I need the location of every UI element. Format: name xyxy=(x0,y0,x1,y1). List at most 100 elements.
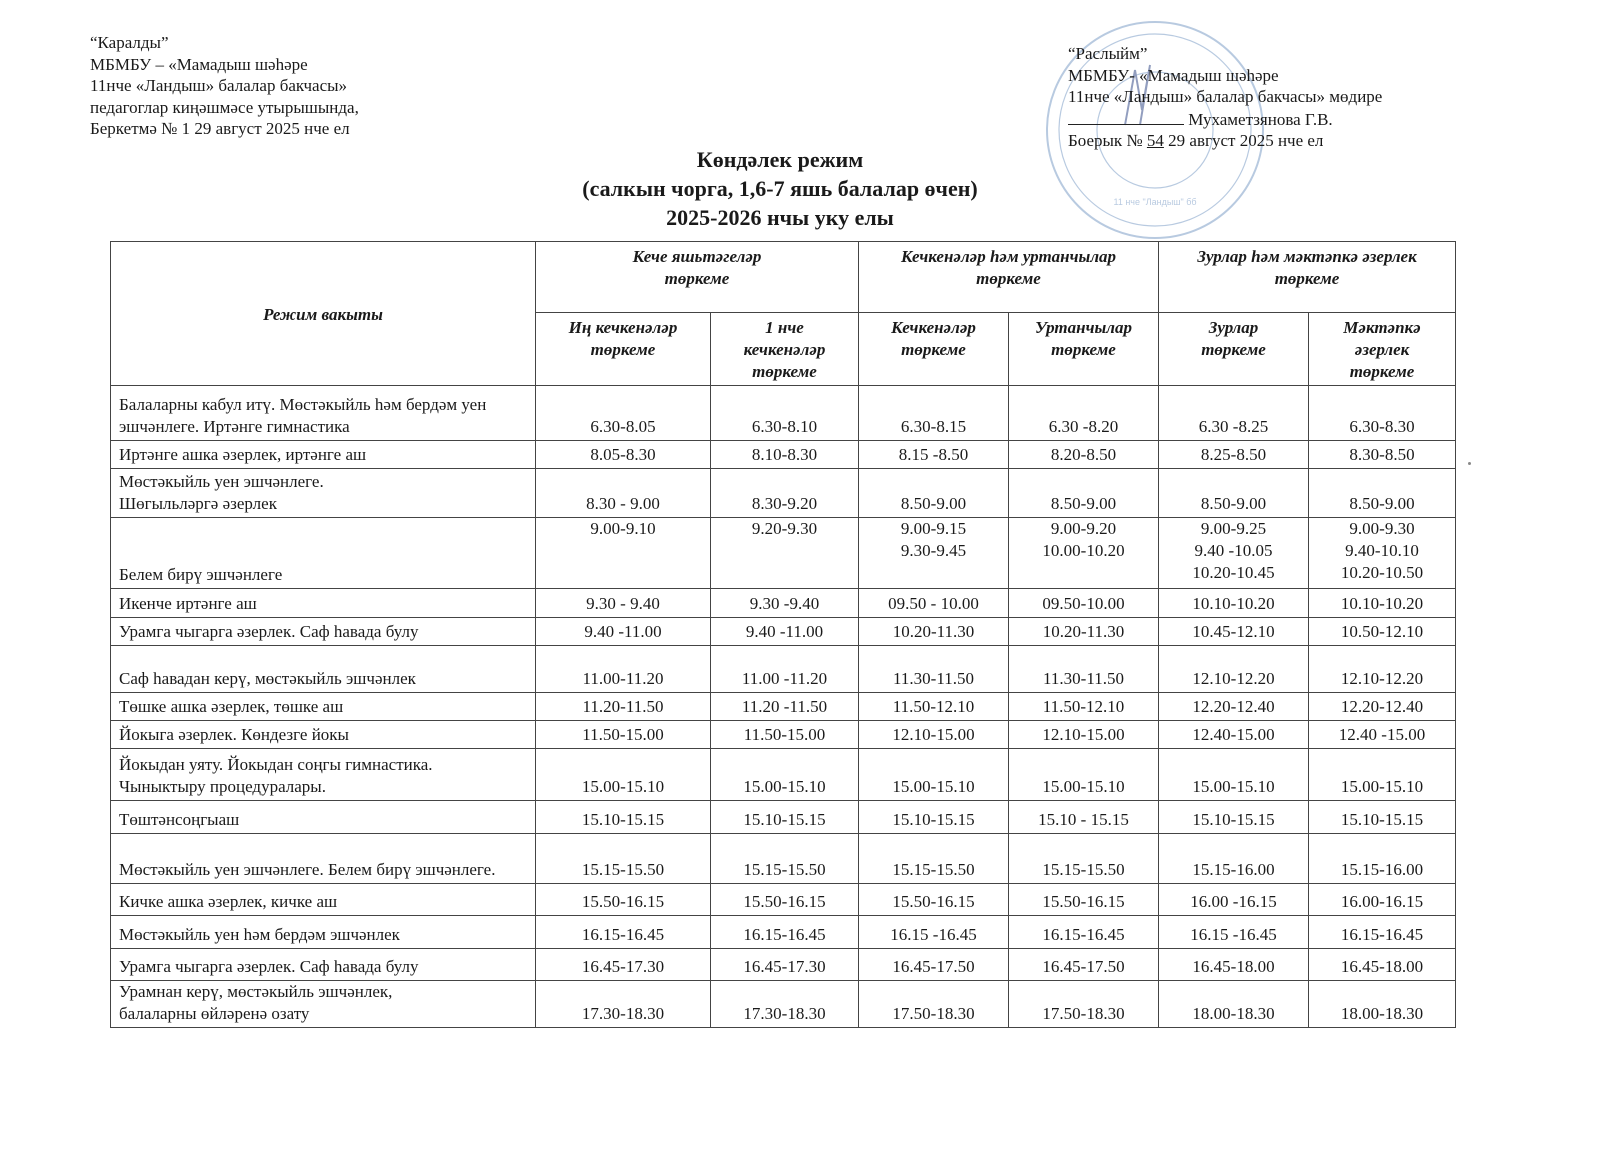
time-cell: 16.45-17.30 xyxy=(710,948,859,981)
time-cell: 15.10-15.15 xyxy=(710,800,859,834)
schedule-row: Иртәнге ашка әзерлек, иртәнге аш 8.05-8.3… xyxy=(110,440,1457,469)
time-cell: 9.00-9.15 9.30-9.45 xyxy=(858,517,1009,589)
time-cell: 15.50-16.15 xyxy=(1007,883,1160,916)
activity-cell: Белем бирү эшчәнлеге xyxy=(110,517,536,589)
time-cell: 15.00-15.10 xyxy=(1158,748,1310,801)
time-cell: 9.40 -11.00 xyxy=(710,617,859,646)
group-header: Кече яшьтәгеләр төркеме xyxy=(535,241,859,313)
time-cell: 8.30-9.20 xyxy=(710,468,859,518)
schedule-row: Мөстәкыйль уен һәм бердәм эшчәнлек 16.15-… xyxy=(110,915,1457,949)
schedule-row: Икенче иртәнге аш 9.30 - 9.40 9.30 -9.40 09… xyxy=(110,588,1457,618)
time-cell: 16.00-16.15 xyxy=(1308,883,1457,916)
order-line: Боерык № 54 29 август 2025 нче ел xyxy=(1068,130,1382,152)
order-prefix: Боерык № xyxy=(1068,131,1143,150)
time-cell: 9.00-9.20 10.00-10.20 xyxy=(1007,517,1160,589)
time-cell: 16.15-16.45 xyxy=(1007,915,1160,949)
subgroup-header: Мәктәпкә әзерлек төркеме xyxy=(1308,312,1457,386)
approval-line: “Каралды” xyxy=(90,33,169,52)
time-cell: 16.15 -16.45 xyxy=(1158,915,1310,949)
approval-line: 11нче «Ландыш» балалар бакчасы» мөдире xyxy=(1068,87,1383,106)
time-cell: 15.10 - 15.15 xyxy=(1007,800,1160,834)
time-cell: 12.40-15.00 xyxy=(1158,720,1310,749)
signer-name: Мухаметзянова Г.В. xyxy=(1188,109,1333,129)
subtitle-line: (салкын чорга, 1,6-7 яшь балалар өчен) xyxy=(582,176,978,201)
activity-cell: Йокыдан уяту. Йокыдан соңгы гимнастика. … xyxy=(110,748,536,801)
time-cell: 17.50-18.30 xyxy=(1007,980,1160,1028)
approval-approved-block: “Раслыйм” МБМБУ- «Мамадыш шәһәре 11нче «… xyxy=(1068,43,1382,152)
time-cell: 6.30 -8.25 xyxy=(1158,385,1310,441)
time-cell: 09.50 - 10.00 xyxy=(858,588,1009,618)
time-cell: 12.20-12.40 xyxy=(1158,692,1310,721)
time-cell: 8.30 - 9.00 xyxy=(535,468,711,518)
time-cell: 8.20-8.50 xyxy=(1007,440,1160,469)
time-cell: 11.50-12.10 xyxy=(1007,692,1160,721)
group-header: Кечкенәләр һәм уртанчылар төркеме xyxy=(857,241,1160,313)
schedule-row: Балаларны кабул итү. Мөстәкыйль һәм берд… xyxy=(110,385,1457,441)
time-cell: 10.45-12.10 xyxy=(1158,617,1310,646)
time-cell: 11.00-11.20 xyxy=(535,645,711,693)
time-cell: 16.45-18.00 xyxy=(1158,948,1310,981)
time-cell: 15.50-16.15 xyxy=(710,883,859,916)
time-cell: 9.20-9.30 xyxy=(710,517,859,589)
time-cell: 16.00 -16.15 xyxy=(1158,883,1310,916)
time-cell: 9.40 -11.00 xyxy=(535,617,711,646)
time-cell: 8.10-8.30 xyxy=(710,440,859,469)
schedule-row: Кичке ашка әзерлек, кичке аш 15.50-16.15 1… xyxy=(110,883,1457,916)
document-title: Көндәлек режим (салкын чорга, 1,6-7 яшь … xyxy=(430,145,1130,232)
schedule-row: Йокыдан уяту. Йокыдан соңгы гимнастика. … xyxy=(110,748,1457,801)
activity-cell: Саф һавадан керү, мөстәкыйль эшчәнлек xyxy=(110,645,536,693)
time-cell: 15.10-15.15 xyxy=(858,800,1009,834)
activity-cell: Икенче иртәнге аш xyxy=(110,588,536,618)
school-year-line: 2025-2026 нчы уку елы xyxy=(666,205,894,230)
time-cell: 09.50-10.00 xyxy=(1007,588,1160,618)
time-cell: 10.20-11.30 xyxy=(1007,617,1160,646)
time-cell: 15.10-15.15 xyxy=(535,800,711,834)
approval-line: МБМБУ- «Мамадыш шәһәре xyxy=(1068,65,1279,85)
time-cell: 16.15-16.45 xyxy=(535,915,711,949)
time-cell: 17.50-18.30 xyxy=(858,980,1009,1028)
time-cell: 15.00-15.10 xyxy=(1007,748,1160,801)
schedule-table: Режим вакыты Кече яшьтәгеләр төркеме Кеч… xyxy=(110,241,1457,1028)
activity-cell: Йокыга әзерлек. Көндезге йокы xyxy=(110,720,536,749)
time-cell: 12.10-15.00 xyxy=(858,720,1009,749)
subgroup-header: 1 нче кечкенәләр төркеме xyxy=(710,312,859,386)
time-cell: 15.00-15.10 xyxy=(858,748,1009,801)
time-cell: 15.50-16.15 xyxy=(535,883,711,916)
activity-cell: Төшке ашка әзерлек, төшке аш xyxy=(110,692,536,721)
order-number: 54 xyxy=(1146,131,1164,150)
order-date: 29 август 2025 нче ел xyxy=(1168,131,1324,150)
time-cell: 15.15-16.00 xyxy=(1308,833,1457,884)
schedule-row: Төшке ашка әзерлек, төшке аш 11.20-11.50 1… xyxy=(110,692,1457,721)
schedule-row: Белем бирү эшчәнлеге 9.00-9.10 9.20-9.30 9.… xyxy=(110,517,1457,589)
official-stamp-icon: 11 нче "Ландыш" бб xyxy=(1046,21,1264,239)
time-cell: 9.00-9.25 9.40 -10.05 10.20-10.45 xyxy=(1158,517,1310,589)
time-cell: 8.30-8.50 xyxy=(1308,440,1457,469)
time-cell: 16.45-17.30 xyxy=(535,948,711,981)
schedule-row: Урамга чыгарга әзерлек. Саф һавада булу 1… xyxy=(110,948,1457,981)
time-cell: 15.50-16.15 xyxy=(858,883,1009,916)
time-cell: 8.50-9.00 xyxy=(1007,468,1160,518)
time-cell: 11.50-12.10 xyxy=(858,692,1009,721)
time-cell: 9.00-9.30 9.40-10.10 10.20-10.50 xyxy=(1308,517,1457,589)
title-line: Көндәлек режим xyxy=(696,147,864,172)
approval-line: 11нче «Ландыш» балалар бакчасы» xyxy=(90,76,348,95)
time-cell: 16.45-17.50 xyxy=(858,948,1009,981)
subgroup-header: Зурлар төркеме xyxy=(1158,312,1310,386)
activity-cell: Кичке ашка әзерлек, кичке аш xyxy=(110,883,536,916)
time-cell: 6.30-8.15 xyxy=(858,385,1009,441)
time-cell: 11.00 -11.20 xyxy=(710,645,859,693)
time-cell: 15.15-15.50 xyxy=(710,833,859,884)
subgroup-header: Уртанчылар төркеме xyxy=(1007,312,1160,386)
activity-cell: Урамнан керү, мөстәкыйль эшчәнлек, балал… xyxy=(110,980,536,1028)
time-cell: 15.15-15.50 xyxy=(858,833,1009,884)
approval-line: педагоглар киңәшмәсе утырышында, xyxy=(90,97,359,117)
time-cell: 8.50-9.00 xyxy=(1158,468,1310,518)
time-cell: 12.40 -15.00 xyxy=(1308,720,1457,749)
approval-line: “Раслыйм” xyxy=(1068,44,1148,63)
time-cell: 12.10-15.00 xyxy=(1007,720,1160,749)
time-cell: 11.20 -11.50 xyxy=(710,692,859,721)
approval-reviewed-block: “Каралды” МБМБУ – «Мамадыш шәһәре 11нче … xyxy=(90,32,359,140)
time-cell: 10.10-10.20 xyxy=(1308,588,1457,618)
subgroup-header: Кечкенәләр төркеме xyxy=(858,312,1009,386)
time-cell: 15.00-15.10 xyxy=(710,748,859,801)
